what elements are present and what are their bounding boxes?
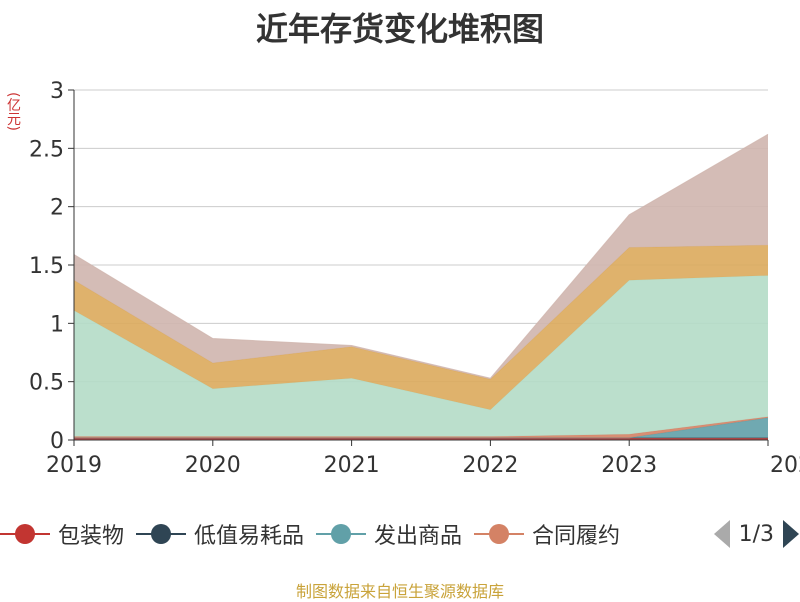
area-series-5 xyxy=(74,245,768,410)
legend: 包装物 低值易耗品 发出商品 合同履约 xyxy=(0,517,800,551)
data-source-note: 制图数据来自恒生聚源数据库 xyxy=(295,582,504,601)
chart-title: 近年存货变化堆积图 xyxy=(255,10,544,48)
area-series-4 xyxy=(74,275,768,437)
legend-prev-page-icon[interactable] xyxy=(713,519,731,549)
legend-marker xyxy=(0,524,50,544)
area-series-2 xyxy=(74,417,768,438)
legend-item-contract-cost[interactable]: 合同履约 xyxy=(474,518,620,550)
y-tick-label: 0.5 xyxy=(29,371,64,396)
legend-item-goods-shipped[interactable]: 发出商品 xyxy=(316,518,462,550)
x-tick-label: 2023 xyxy=(601,453,657,478)
x-ticks: 2019 2020 2021 2022 2023 2024 xyxy=(46,440,800,478)
area-series xyxy=(73,133,769,440)
area-series-0 xyxy=(74,437,768,440)
legend-marker xyxy=(136,524,187,544)
legend-label: 包装物 xyxy=(58,524,125,549)
legend-page-indicator: 1/3 xyxy=(738,521,774,547)
legend-pager: 1/3 xyxy=(696,517,800,551)
x-tick-label: 2024 xyxy=(770,453,800,478)
legend-label: 低值易耗品 xyxy=(194,524,305,549)
area-series-line-6 xyxy=(73,133,769,379)
legend-label: 合同履约 xyxy=(532,524,621,549)
legend-item-consumables[interactable]: 低值易耗品 xyxy=(136,518,304,550)
y-tick-label: 1.5 xyxy=(29,254,64,279)
x-tick-label: 2022 xyxy=(462,453,518,478)
x-tick-label: 2020 xyxy=(185,453,241,478)
legend-label: 发出商品 xyxy=(374,524,463,549)
y-tick-label: 2.5 xyxy=(29,137,64,162)
legend-marker xyxy=(316,524,367,544)
x-tick-label: 2021 xyxy=(324,453,380,478)
x-tick-label: 2019 xyxy=(46,453,102,478)
y-tick-label: 1 xyxy=(50,312,64,337)
legend-marker xyxy=(474,524,525,544)
y-tick-label: 3 xyxy=(50,79,64,104)
legend-next-page-icon[interactable] xyxy=(782,519,800,549)
y-axis-unit-label: (亿元) xyxy=(5,92,21,131)
y-tick-label: 2 xyxy=(50,196,64,221)
legend-item-packaging[interactable]: 包装物 xyxy=(0,518,124,550)
y-tick-label: 0 xyxy=(50,429,64,454)
y-ticks: 0 0.5 1 1.5 2 2.5 3 xyxy=(29,79,74,454)
